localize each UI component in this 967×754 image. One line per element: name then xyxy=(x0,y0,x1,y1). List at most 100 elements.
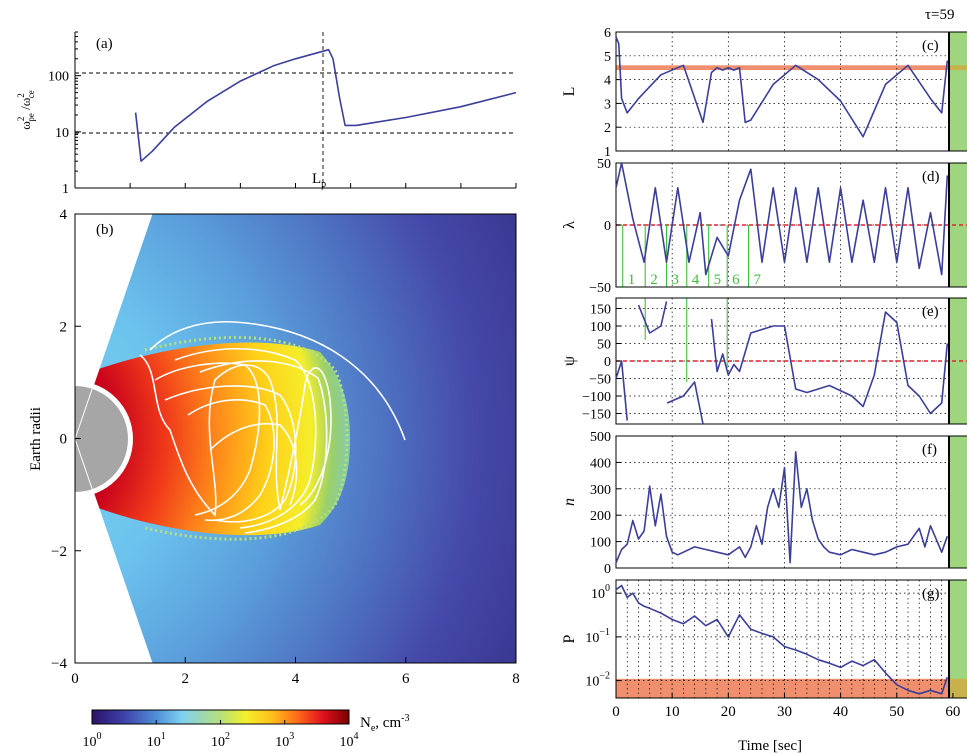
y-tick-label: 6 xyxy=(604,26,611,41)
panel-c: 1 2 3 4 5 6 L (c) xyxy=(561,26,967,160)
post-tau-strip xyxy=(949,298,967,424)
y-tick-label: 300 xyxy=(590,483,611,498)
y-tick-label: −100 xyxy=(582,390,611,405)
threshold-band-overlap xyxy=(949,65,967,71)
colorbar: 100 101 102 103 104 Ne, cm-3 xyxy=(83,709,409,750)
post-tau-strip xyxy=(949,436,967,568)
frame-f xyxy=(615,435,967,569)
panel-a: 1 10 100 (a) Lp ω2pe /ω2ce xyxy=(16,31,517,197)
earth xyxy=(75,386,128,492)
ylabel-d: λ xyxy=(561,221,578,229)
segment-label: 4 xyxy=(692,272,700,288)
segment-label: 7 xyxy=(754,272,762,288)
y-tick-label: 100 xyxy=(590,320,611,335)
y-tick-label: 3 xyxy=(604,97,611,112)
b-x-tick-label: 0 xyxy=(71,671,79,687)
ylabel-c: L xyxy=(561,87,578,97)
x-tick-label: 0 xyxy=(612,704,620,720)
colorbar-tick-label: 101 xyxy=(147,731,166,750)
panel-a-label: (a) xyxy=(96,36,113,52)
colorbar-ticks: 100 101 102 103 104 xyxy=(83,720,359,750)
b-x-tick-label: 8 xyxy=(512,671,520,687)
b-x-ticks: 0 2 4 6 8 xyxy=(71,657,520,687)
colorbar-tick-label: 103 xyxy=(275,731,294,750)
y-tick-label: 0 xyxy=(604,355,611,370)
y-tick-label: 50 xyxy=(597,338,611,353)
colorbar-tick-label: 104 xyxy=(340,731,359,750)
segment-label: 6 xyxy=(732,272,740,288)
a-y-tick-label: 100 xyxy=(48,70,69,85)
lp-label: Lp xyxy=(312,171,326,190)
ylabel-e: ψ xyxy=(561,356,578,366)
frame-c xyxy=(615,31,967,152)
y-tick-label: 0 xyxy=(604,219,611,234)
segment-label: 2 xyxy=(650,272,658,288)
panel-f-label: (f) xyxy=(922,442,937,458)
x-tick-label: 40 xyxy=(833,704,848,720)
series-c xyxy=(615,36,949,138)
series-e xyxy=(615,301,949,425)
y-tick-label: −50 xyxy=(589,373,611,388)
ylabel-g: P xyxy=(561,634,578,643)
b-y-tick-label: 0 xyxy=(60,432,68,448)
panel-d: 1 2 3 4 5 6 7 −50 0 50 λ (d) xyxy=(561,157,967,296)
segment-label: 1 xyxy=(628,272,636,288)
y-tick-label: 100 xyxy=(591,583,610,602)
panel-g-label: (g) xyxy=(922,586,940,602)
y-tick-label: 1 xyxy=(604,145,611,160)
segment-label: 3 xyxy=(672,272,680,288)
panel-f: 0 100 200 300 400 500 n (f) xyxy=(561,430,967,577)
tau-label: τ=59 xyxy=(925,7,955,23)
y-tick-label: −50 xyxy=(589,281,611,296)
a-ylabel-text: ω2pe /ω2ce xyxy=(16,90,36,129)
series-g xyxy=(615,584,949,695)
y-tick-label: 500 xyxy=(590,430,611,445)
post-tau-strip xyxy=(949,163,967,287)
panel-e-label: (e) xyxy=(922,304,939,320)
x-tick-label: 10 xyxy=(665,704,680,720)
x-tick-label: 30 xyxy=(777,704,792,720)
x-tick-label: 20 xyxy=(721,704,736,720)
y-tick-label: 100 xyxy=(590,536,611,551)
x-tick-label: 60 xyxy=(945,704,960,720)
y-tick-label: 200 xyxy=(590,509,611,524)
b-ylabel: Earth radii xyxy=(28,407,44,471)
y-tick-label: 150 xyxy=(590,303,611,318)
x-tick-label: 50 xyxy=(889,704,904,720)
series-d xyxy=(615,162,949,276)
y-tick-label: 5 xyxy=(604,50,611,65)
a-ylabel: ω2pe /ω2ce xyxy=(16,90,36,129)
panel-c-label: (c) xyxy=(922,38,939,54)
b-y-ticks: −4 −2 0 2 4 xyxy=(51,207,81,672)
panel-d-label: (d) xyxy=(922,169,940,185)
ylabel-f: n xyxy=(561,498,578,506)
a-curve xyxy=(134,48,517,162)
threshold-band xyxy=(616,678,949,698)
b-x-tick-label: 6 xyxy=(402,671,410,687)
panel-e: −150 −100 −50 0 50 100 150 ψ (e) xyxy=(561,297,967,425)
threshold-band xyxy=(616,65,949,71)
b-x-tick-label: 4 xyxy=(292,671,300,687)
a-y-tick-label: 10 xyxy=(55,126,69,141)
post-tau-strip xyxy=(949,32,967,151)
b-y-tick-label: −2 xyxy=(51,544,67,560)
ray-paths xyxy=(139,320,406,534)
segment-label: 5 xyxy=(714,272,722,288)
time-axis-label: Time [sec] xyxy=(738,738,802,754)
y-tick-label: −150 xyxy=(582,408,611,423)
colorbar-unit: Ne, cm-3 xyxy=(360,713,409,734)
frame-g xyxy=(615,579,967,699)
colorbar-tick-label: 102 xyxy=(211,731,230,750)
post-tau-strip xyxy=(949,580,967,698)
y-tick-label: 0 xyxy=(604,562,611,577)
b-y-tick-label: 2 xyxy=(60,319,68,335)
b-x-tick-label: 2 xyxy=(182,671,190,687)
colorbar-tick-label: 100 xyxy=(83,731,102,750)
b-y-tick-label: 4 xyxy=(60,207,68,223)
series-f xyxy=(615,451,949,564)
threshold-band-overlap xyxy=(949,678,967,698)
a-y-ticks: 1 10 100 xyxy=(48,31,81,197)
plasmapause-dots xyxy=(144,335,349,541)
